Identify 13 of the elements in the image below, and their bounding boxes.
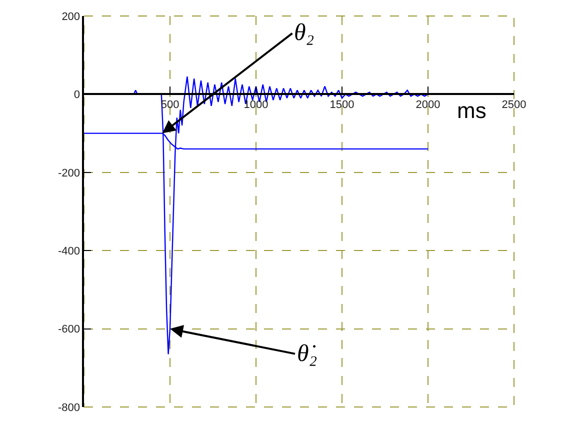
- y-tick-label: -400: [58, 245, 80, 258]
- x-tick-label: 2500: [502, 99, 526, 112]
- y-tick-label: 0: [74, 89, 80, 102]
- x-tick-label: 1500: [330, 99, 354, 112]
- annotation: θ₂: [294, 20, 314, 46]
- y-tick-label: 200: [62, 10, 80, 23]
- y-tick-label: -200: [58, 167, 80, 180]
- x-tick-label: 2000: [416, 99, 440, 112]
- y-tick-label: -600: [58, 324, 80, 336]
- x-tick-label: 1000: [244, 99, 268, 112]
- x-axis-title: ms: [457, 98, 486, 123]
- y-tick-label: -800: [58, 402, 80, 414]
- annotation: θ̇₂: [297, 341, 318, 367]
